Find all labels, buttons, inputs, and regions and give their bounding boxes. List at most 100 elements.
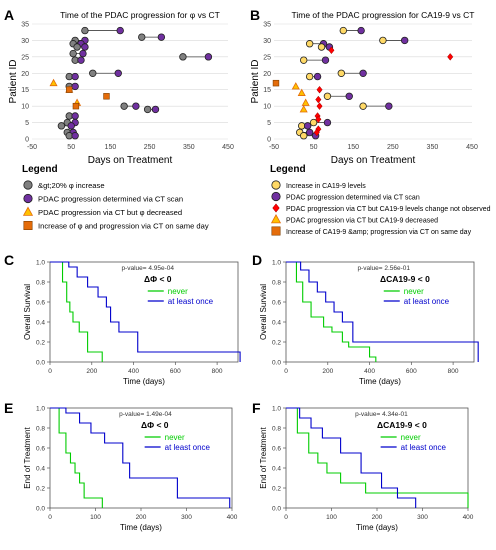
d-y-axis-title: Overall Survival (259, 284, 268, 340)
legend-b: Legend Increase in CA19-9 levels PDAC prog… (270, 164, 491, 236)
b-marker-diamond (316, 85, 323, 94)
c-ytick-label: 1.0 (36, 259, 45, 266)
f-ytick-label: 0.0 (272, 505, 281, 512)
a-marker-triangle (49, 78, 58, 87)
panel-letter-f: F (252, 400, 261, 416)
c-ytick-label: 0.6 (36, 299, 45, 306)
legend-item-label: Increase of φ and progression via CT on … (38, 222, 209, 231)
a-y-axis-title: Patient ID (8, 60, 19, 104)
c-xtick-label: 800 (212, 368, 223, 375)
d-ytick-label: 1.0 (272, 259, 281, 266)
a-marker-ct (79, 49, 87, 58)
e-ytick-label: 0.0 (36, 505, 45, 512)
b-xtick-label: 450 (466, 144, 478, 151)
legend-a: Legend&gt;20% φ increase PDAC progression… (22, 164, 209, 231)
d-pvalue-label: p-value= 2.56e-01 (357, 265, 410, 272)
legend-item-label: PDAC progression determined via CT scan (38, 195, 183, 204)
f-x-axis-title: Time (days) (356, 523, 398, 532)
c-xtick-label: 600 (170, 368, 181, 375)
b-marker-ct (400, 36, 409, 45)
d-xtick-label: 0 (284, 368, 288, 375)
e-series-never (50, 407, 103, 508)
b-xtick-label: -50 (269, 144, 279, 151)
b-marker-first (379, 36, 387, 45)
a-ytick-label: 10 (21, 104, 29, 111)
legend-marker (23, 221, 33, 231)
b-marker-first (305, 40, 314, 48)
a-ytick-label: 20 (21, 71, 29, 78)
legend-item-label: Increase of CA19-9 &amp; progression via… (286, 229, 472, 236)
e-ytick-label: 0.8 (36, 425, 45, 432)
panel-e-chart: 0.0 0.2 0.4 0.6 0.8 1.0 0 100 200 300 400 Time (day… (23, 405, 238, 532)
d-legend-label: at least once (404, 297, 450, 306)
a-x-axis-title: Days on Treatment (88, 155, 173, 166)
b-marker-triangle (301, 98, 310, 106)
a-marker-square (103, 93, 110, 100)
legend-marker (271, 191, 281, 202)
e-series-at-least-once (50, 407, 231, 508)
b-x-axis-title: Days on Treatment (331, 155, 416, 166)
b-ytick-label: 10 (263, 104, 271, 111)
a-ytick-label: 15 (21, 87, 29, 94)
a-marker-ct (81, 43, 89, 51)
d-ytick-label: 0.8 (272, 279, 281, 286)
b-y-axis-title: Patient ID (250, 60, 261, 104)
a-marker-ct (71, 82, 79, 91)
a-xtick-label: -50 (27, 144, 37, 151)
b-marker-first (305, 72, 314, 81)
panel-letter-a: A (4, 7, 14, 23)
d-series-never (286, 261, 377, 362)
e-xtick-label: 200 (136, 514, 147, 521)
b-marker-ct (345, 92, 353, 100)
legend-marker (23, 193, 33, 204)
a-chart-title: Time of the PDAC progression for φ vs CT (60, 10, 220, 20)
a-marker-first (57, 122, 66, 130)
a-marker-first (73, 43, 81, 51)
a-ytick-label: 25 (21, 54, 29, 61)
legend-item-label: PDAC progression determined via CT scan (286, 195, 420, 202)
d-plot-frame (285, 261, 475, 363)
c-xtick-label: 200 (86, 368, 97, 375)
legend-title: Legend (22, 164, 58, 175)
a-ytick-label: 30 (21, 38, 29, 45)
a-xtick-label: 150 (105, 144, 117, 151)
d-xtick-label: 400 (364, 368, 375, 375)
d-x-axis-title: Time (days) (359, 377, 401, 386)
c-xtick-label: 400 (128, 368, 139, 375)
legend-marker (23, 180, 33, 190)
e-ytick-label: 0.4 (36, 465, 45, 472)
a-marker-ct (67, 122, 75, 130)
f-xtick-label: 100 (326, 514, 337, 521)
e-xtick-label: 100 (90, 514, 101, 521)
c-chart-title: ΔΦ < 0 (144, 274, 172, 284)
a-marker-first (143, 105, 152, 114)
e-ytick-label: 0.2 (36, 485, 45, 492)
f-ytick-label: 0.6 (272, 445, 281, 452)
c-plot-frame (49, 261, 239, 363)
b-ytick-label: 5 (267, 120, 271, 127)
b-marker-triangle (297, 88, 306, 96)
b-marker-first (323, 92, 332, 100)
b-marker-ct (323, 118, 332, 127)
c-ytick-label: 0.0 (36, 359, 45, 366)
f-ytick-label: 1.0 (272, 405, 281, 412)
b-ytick-label: 15 (263, 87, 271, 94)
c-series-never (50, 261, 103, 362)
d-xtick-label: 800 (448, 368, 459, 375)
b-marker-first (300, 56, 308, 64)
f-xtick-label: 300 (417, 514, 428, 521)
a-marker-ct (114, 69, 122, 77)
panel-letter-c: C (4, 252, 14, 268)
c-series-at-least-once (50, 261, 241, 362)
legend-marker (271, 180, 281, 190)
b-marker-first (309, 118, 318, 127)
c-legend-label: at least once (168, 297, 214, 306)
a-xtick-label: 50 (67, 144, 75, 151)
legend-item-label: &gt;20% φ increase (38, 181, 105, 190)
f-xtick-label: 0 (284, 514, 288, 521)
d-ytick-label: 0.4 (272, 319, 281, 326)
d-ytick-label: 0.6 (272, 299, 281, 306)
b-ytick-label: 30 (263, 38, 271, 45)
c-ytick-label: 0.8 (36, 279, 45, 286)
